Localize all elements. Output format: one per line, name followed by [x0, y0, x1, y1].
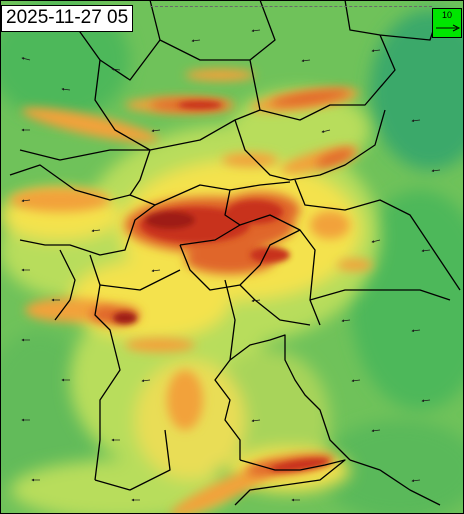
extreme-precip-core — [113, 101, 330, 472]
map-top-edge — [150, 6, 432, 7]
wind-arrows — [21, 29, 441, 502]
wind-scale-value: 10 — [441, 10, 452, 20]
wind-scale-legend: 10 — [432, 8, 462, 38]
wind-scale-arrow-icon — [436, 24, 461, 32]
timestamp-label: 2025-11-27 05 — [1, 5, 134, 32]
